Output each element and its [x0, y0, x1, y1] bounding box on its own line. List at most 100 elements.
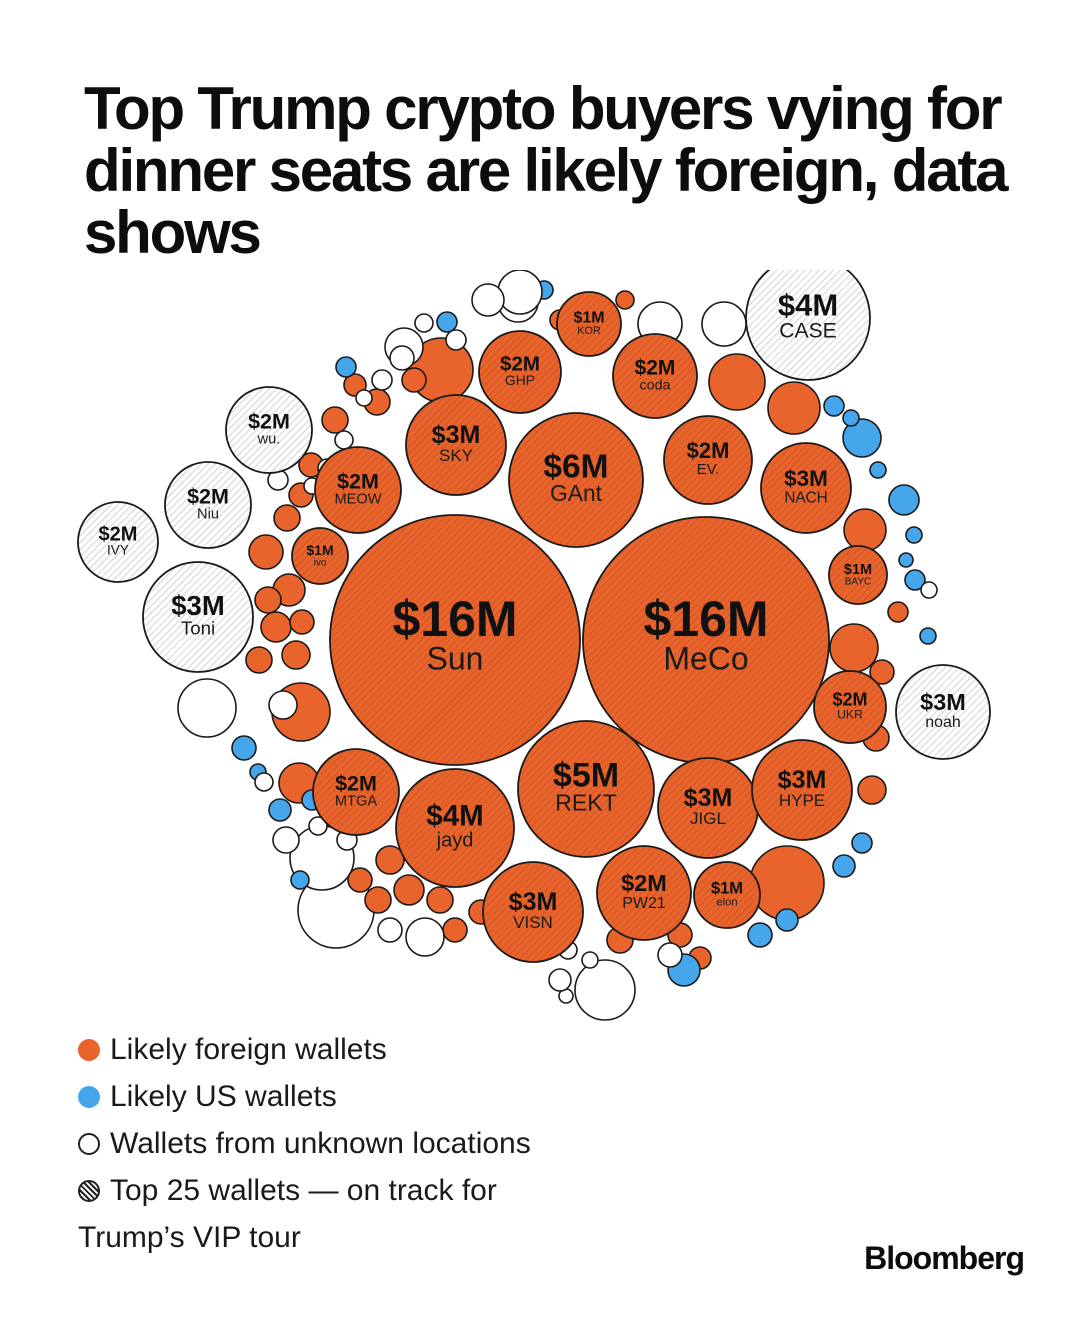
bubble-name-label: GAnt	[550, 480, 603, 506]
foreign-wallet-bubble	[364, 886, 392, 914]
foreign-wallet-bubble	[767, 381, 821, 435]
bubble-name-label: UKR	[837, 707, 863, 721]
unknown-wallet-bubble	[471, 283, 505, 317]
bubble-value-label: $3M	[778, 766, 827, 794]
bubble-value-label: $3M	[920, 689, 966, 715]
bubble-name-label: SKY	[439, 446, 473, 465]
bubble-value-label: $2M	[335, 771, 377, 795]
bubble-name-label: HYPE	[779, 791, 825, 810]
top-wallet-bubble-niu	[164, 461, 252, 549]
foreign-wallet-bubble	[708, 353, 766, 411]
bubble-name-label: REKT	[555, 790, 617, 816]
us-wallet-bubble	[231, 735, 257, 761]
foreign-wallet-bubble	[347, 867, 373, 893]
bubble-name-label: wu.	[257, 432, 281, 448]
foreign-wallet-bubble	[281, 640, 311, 670]
foreign-wallet-bubble	[887, 601, 909, 623]
foreign-wallet-bubble	[857, 775, 887, 805]
bloomberg-logo: Bloomberg	[864, 1240, 1025, 1276]
bubble-name-label: elon	[716, 896, 737, 908]
us-wallet-bubble	[919, 627, 937, 645]
bubble-name-label: BAYC	[845, 576, 872, 587]
bubble-value-label: $3M	[784, 466, 828, 491]
bubble-chart: $16MSun$16MMeCo$6MGAnt$5MREKT$4Mjayd$4MC…	[77, 270, 991, 1021]
unknown-wallet-bubble	[177, 678, 237, 738]
us-wallet-bubble	[905, 526, 923, 544]
foreign-wallet-bubble	[393, 874, 425, 906]
unknown-wallet-bubble	[355, 389, 373, 407]
us-wallet-bubble	[842, 409, 860, 427]
top-wallet-bubble-kor	[556, 291, 622, 357]
bubble-value-label: $2M	[635, 356, 676, 379]
bubble-value-label: $4M	[778, 288, 838, 323]
labels-layer: $16MSun$16MMeCo$6MGAnt$5MREKT$4Mjayd$4MC…	[99, 288, 966, 932]
bubble-value-label: $2M	[687, 438, 730, 463]
us-wallet-bubble	[290, 870, 310, 890]
bubble-name-label: GHP	[505, 372, 535, 388]
bubble-value-label: $6M	[543, 448, 608, 485]
top-wallet-bubble-bayc	[828, 545, 888, 605]
legend-item-foreign: Likely foreign wallets	[78, 1026, 778, 1073]
top-wallet-bubble-mtga	[312, 748, 400, 836]
bubble-value-label: $4M	[426, 800, 483, 833]
top-wallet-bubble-elon	[693, 861, 761, 929]
bubble-value-label: $2M	[621, 870, 667, 896]
us-wallet-bubble	[851, 832, 873, 854]
us-wallet-bubble	[335, 356, 357, 378]
foreign-wallet-bubble	[260, 611, 292, 643]
us-wallet-bubble	[268, 798, 292, 822]
bubble-value-label: $3M	[509, 888, 558, 916]
bubble-name-label: MeCo	[663, 641, 748, 677]
bubble-name-label: Toni	[181, 617, 215, 638]
bubble-value-label: $3M	[684, 784, 733, 812]
foreign-wallet-bubble	[375, 845, 405, 875]
unknown-wallet-bubble	[377, 917, 403, 943]
unknown-wallet-bubble	[414, 313, 434, 333]
top-wallet-bubble-ev	[663, 415, 753, 505]
top-wallet-bubble-toni	[142, 561, 254, 673]
us-wallet-bubble	[832, 854, 856, 878]
foreign-wallet-bubble	[289, 609, 315, 635]
foreign-wallet-bubble	[869, 659, 895, 685]
bubble-value-label: $2M	[99, 523, 138, 545]
bubble-value-label: $2M	[500, 352, 540, 375]
top-wallet-bubble-coda	[612, 333, 698, 419]
unknown-wallet-bubble	[268, 690, 298, 720]
legend-item-top25: Top 25 wallets — on track for	[78, 1167, 778, 1214]
top-wallet-bubble-ghp	[478, 330, 562, 414]
bubble-name-label: Sun	[427, 641, 484, 677]
top-wallet-bubble-meow	[314, 446, 402, 534]
foreign-wallet-bubble	[248, 534, 284, 570]
hatched-dot-icon	[78, 1179, 100, 1202]
top-wallet-bubble-ivy	[77, 501, 159, 583]
foreign-wallet-bubble	[843, 508, 887, 552]
bubble-value-label: $3M	[432, 421, 481, 449]
hollow-dot-icon	[78, 1132, 100, 1155]
foreign-wallet-bubble	[426, 886, 454, 914]
bubble-name-label: CASE	[779, 320, 836, 343]
us-wallet-bubble	[898, 552, 914, 568]
top-wallet-bubble-sun	[329, 514, 581, 766]
bubble-name-label: PW21	[622, 895, 666, 912]
bubble-value-label: $16M	[643, 591, 768, 647]
foreign-wallet-bubble	[254, 586, 282, 614]
us-wallet-bubble	[888, 484, 920, 516]
bubble-value-label: $1M	[306, 542, 333, 558]
us-wallet-bubble	[747, 922, 773, 948]
top-wallet-bubble-gant	[508, 412, 644, 548]
unknown-wallet-bubble	[272, 826, 300, 854]
bubble-value-label: $2M	[832, 690, 867, 710]
unknown-wallet-bubble	[920, 581, 938, 599]
bubble-name-label: MTGA	[335, 794, 377, 810]
bubbles-layer	[77, 270, 991, 1021]
bubble-name-label: Niu	[197, 507, 219, 523]
bubble-name-label: MEOW	[334, 492, 381, 508]
foreign-wallet-bubble	[401, 367, 427, 393]
legend-label-top25-cont: Trump’s VIP tour	[78, 1221, 301, 1254]
top-wallet-bubble-ukr	[813, 670, 887, 744]
top-wallet-bubble-nach	[760, 442, 852, 534]
bubble-name-label: NACH	[784, 489, 827, 506]
bubble-name-label: ivo	[314, 557, 327, 568]
legend-label-foreign: Likely foreign wallets	[110, 1032, 387, 1066]
bubble-value-label: $3M	[171, 590, 225, 621]
